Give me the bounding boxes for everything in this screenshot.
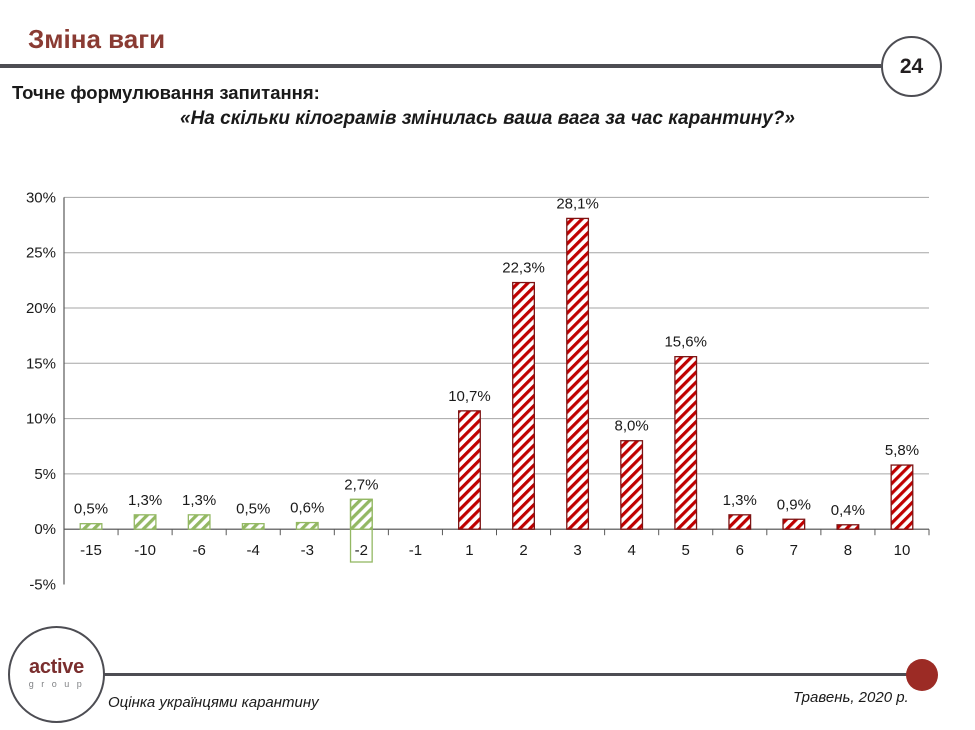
svg-text:1,3%: 1,3%	[128, 492, 162, 509]
svg-text:28,1%: 28,1%	[556, 195, 599, 212]
svg-text:4: 4	[627, 542, 635, 559]
svg-text:-2: -2	[355, 542, 368, 559]
svg-text:8: 8	[844, 542, 852, 559]
svg-text:1,3%: 1,3%	[182, 492, 216, 509]
svg-text:15,6%: 15,6%	[664, 334, 707, 351]
svg-text:-15: -15	[80, 542, 102, 559]
svg-text:10,7%: 10,7%	[448, 388, 491, 405]
svg-text:20%: 20%	[26, 300, 56, 317]
svg-text:30%: 30%	[26, 189, 56, 206]
svg-text:15%: 15%	[26, 355, 56, 372]
svg-text:3: 3	[573, 542, 581, 559]
svg-text:-10: -10	[134, 542, 156, 559]
svg-text:-1: -1	[409, 542, 422, 559]
svg-text:0,4%: 0,4%	[831, 502, 865, 519]
svg-text:5: 5	[682, 542, 690, 559]
svg-text:10%: 10%	[26, 411, 56, 428]
svg-text:-6: -6	[192, 542, 205, 559]
svg-text:0%: 0%	[34, 521, 56, 538]
svg-text:1: 1	[465, 542, 473, 559]
svg-text:-3: -3	[301, 542, 314, 559]
svg-text:10: 10	[894, 542, 911, 559]
svg-text:5,8%: 5,8%	[885, 442, 919, 459]
svg-text:5%: 5%	[34, 466, 56, 483]
svg-text:22,3%: 22,3%	[502, 260, 545, 277]
svg-text:0,5%: 0,5%	[74, 501, 108, 518]
svg-text:25%: 25%	[26, 245, 56, 262]
svg-text:2: 2	[519, 542, 527, 559]
svg-text:1,3%: 1,3%	[723, 492, 757, 509]
svg-text:8,0%: 8,0%	[615, 418, 649, 435]
svg-text:2,7%: 2,7%	[344, 476, 378, 493]
svg-text:7: 7	[790, 542, 798, 559]
svg-text:0,6%: 0,6%	[290, 500, 324, 517]
svg-text:6: 6	[736, 542, 744, 559]
svg-text:-5%: -5%	[29, 577, 56, 594]
svg-text:0,9%: 0,9%	[777, 496, 811, 513]
svg-text:-4: -4	[247, 542, 260, 559]
svg-text:0,5%: 0,5%	[236, 501, 270, 518]
